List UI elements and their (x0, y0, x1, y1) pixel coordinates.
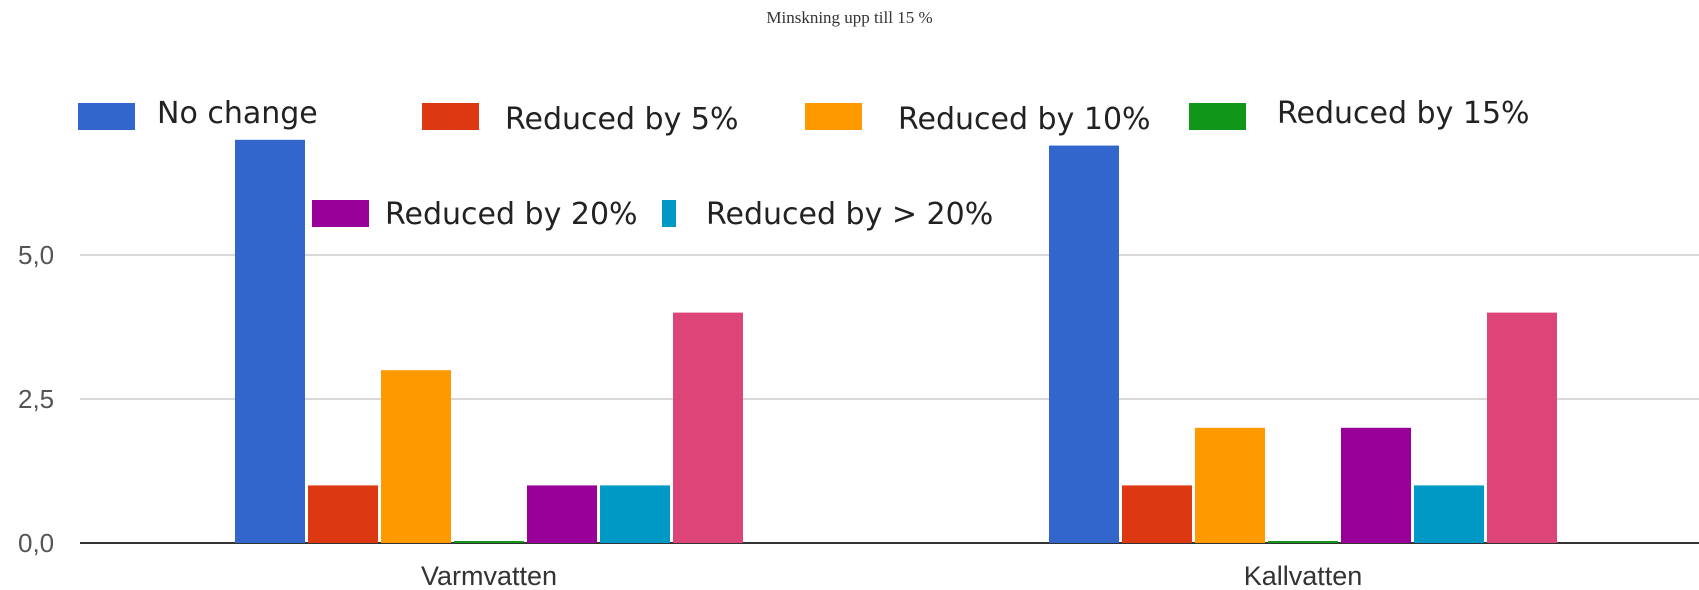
legend: No change Reduced by 5% Reduced by 10% Redu… (78, 96, 1530, 232)
bar (600, 485, 670, 543)
x-category-label: Varmvatten (421, 561, 557, 590)
x-category-labels: Varmvatten Kallvatten (421, 561, 1362, 590)
legend-label: Reduced by 20% (385, 197, 638, 232)
legend-swatch (662, 200, 676, 227)
bar (1487, 312, 1557, 543)
legend-swatch (805, 103, 862, 130)
bar (381, 370, 451, 543)
legend-swatch (312, 200, 369, 227)
x-category-label: Kallvatten (1244, 561, 1363, 590)
bar (673, 312, 743, 543)
y-tick-label: 2,5 (18, 384, 54, 414)
bar (1049, 145, 1119, 543)
y-tick-labels: 0,0 2,5 5,0 (18, 240, 54, 558)
legend-label: Reduced by > 20% (706, 197, 993, 232)
legend-label: Reduced by 5% (505, 102, 738, 137)
bars (235, 139, 1557, 544)
legend-swatch (1189, 103, 1246, 130)
bar (1268, 541, 1338, 543)
y-tick-label: 0,0 (18, 528, 54, 558)
y-tick-label: 5,0 (18, 240, 54, 270)
bar (1341, 427, 1411, 543)
legend-swatch (422, 103, 479, 130)
bar (235, 139, 305, 544)
legend-label: Reduced by 10% (898, 102, 1151, 137)
bar (308, 485, 378, 543)
legend-label: Reduced by 15% (1277, 96, 1530, 131)
legend-swatch (78, 103, 135, 130)
bar (454, 541, 524, 543)
legend-label: No change (157, 96, 318, 131)
bar (1414, 485, 1484, 543)
bar (1195, 427, 1265, 543)
bar (527, 485, 597, 543)
bar (1122, 485, 1192, 543)
chart-title: Minskning upp till 15 % (766, 8, 933, 27)
